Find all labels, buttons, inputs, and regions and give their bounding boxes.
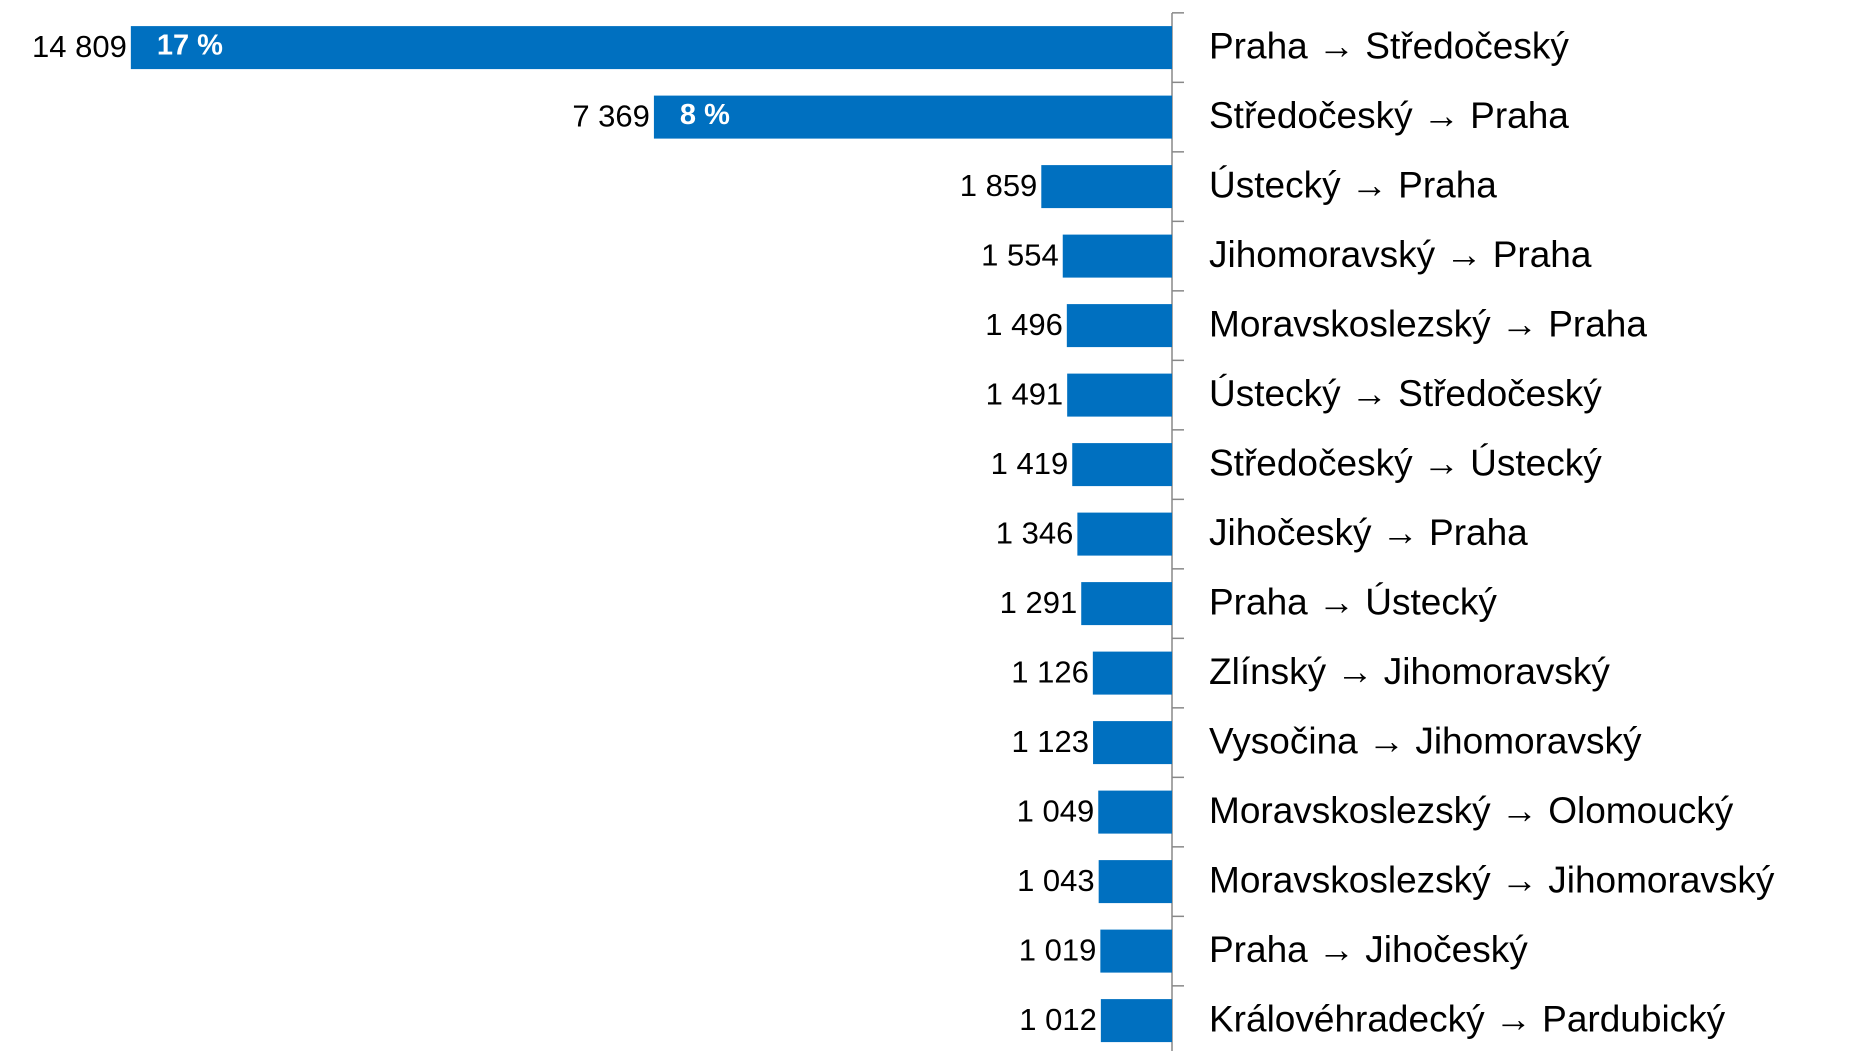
value-label: 1 496	[985, 307, 1063, 342]
value-label: 1 012	[1019, 1002, 1097, 1037]
category-label: Jihomoravský → Praha	[1209, 234, 1592, 275]
category-label: Praha → Jihočeský	[1209, 929, 1528, 970]
category-label: Praha → Ústecký	[1209, 581, 1497, 622]
bar	[1041, 165, 1172, 209]
category-label: Jihočeský → Praha	[1209, 512, 1528, 553]
bar	[1062, 234, 1172, 278]
value-label: 1 019	[1019, 932, 1097, 967]
category-label: Praha → Středočeský	[1209, 25, 1569, 66]
value-label: 1 419	[991, 446, 1069, 481]
bar	[1077, 512, 1172, 556]
bar	[1072, 443, 1172, 487]
category-label: Ústecký → Praha	[1209, 164, 1497, 205]
share-label: 17 %	[157, 29, 223, 61]
category-label: Moravskoslezský → Praha	[1209, 303, 1647, 344]
bar	[130, 26, 1172, 70]
category-label: Zlínský → Jihomoravský	[1209, 651, 1610, 692]
value-label: 1 346	[996, 515, 1074, 550]
value-label: 7 369	[572, 98, 650, 133]
value-label: 1 859	[960, 168, 1038, 203]
bar	[1093, 721, 1172, 765]
share-label: 8 %	[680, 99, 730, 131]
value-label: 1 291	[1000, 585, 1078, 620]
value-label: 1 049	[1017, 793, 1095, 828]
category-label: Středočeský → Ústecký	[1209, 442, 1602, 483]
category-label: Moravskoslezský → Olomoucký	[1209, 790, 1734, 831]
value-label: 1 043	[1017, 863, 1095, 898]
bar	[1092, 651, 1172, 695]
bar	[653, 95, 1172, 139]
bar	[1098, 860, 1172, 904]
value-label: 14 809	[32, 29, 127, 64]
category-label: Ústecký → Středočeský	[1209, 373, 1602, 414]
value-label: 1 491	[986, 376, 1064, 411]
bar	[1100, 929, 1172, 973]
bar	[1098, 790, 1172, 834]
bar	[1067, 373, 1172, 417]
value-label: 1 126	[1011, 654, 1089, 689]
value-label: 1 123	[1011, 724, 1089, 759]
category-label: Moravskoslezský → Jihomoravský	[1209, 859, 1775, 900]
bar	[1081, 582, 1172, 626]
bar	[1100, 999, 1172, 1043]
value-label: 1 554	[981, 237, 1059, 272]
category-label: Královéhradecký → Pardubický	[1209, 998, 1726, 1039]
bar	[1066, 304, 1172, 348]
category-label: Středočeský → Praha	[1209, 95, 1569, 136]
category-label: Vysočina → Jihomoravský	[1209, 720, 1642, 761]
